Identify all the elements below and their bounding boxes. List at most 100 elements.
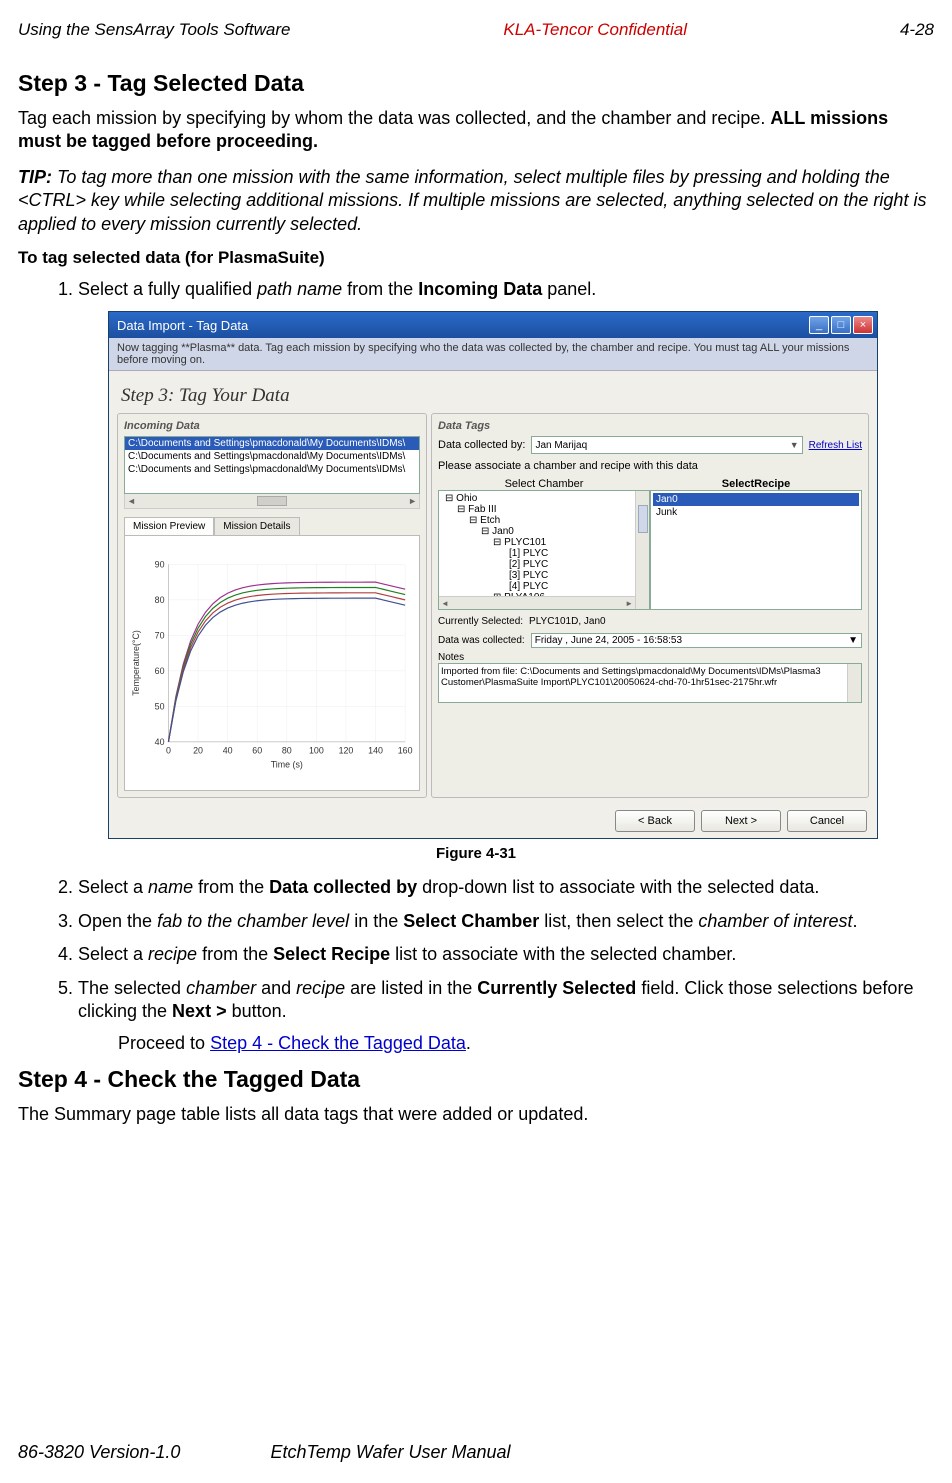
li1-post: panel. (542, 279, 596, 299)
titlebar[interactable]: Data Import - Tag Data _ □ × (109, 312, 877, 338)
dialog-window: Data Import - Tag Data _ □ × Now tagging… (108, 311, 878, 839)
header-left: Using the SensArray Tools Software (18, 20, 290, 40)
tree-node[interactable]: ⊟ PLYC101 (441, 537, 647, 548)
tree-leaf[interactable]: [2] PLYC (441, 559, 647, 570)
svg-text:20: 20 (193, 746, 203, 756)
tree-leaf[interactable]: [4] PLYC (441, 581, 647, 592)
tree-node[interactable]: ⊟ Jan0 (441, 526, 647, 537)
li4: Select a recipe from the Select Recipe l… (78, 943, 934, 966)
currently-row: Currently Selected: PLYC101D, Jan0 (438, 616, 862, 627)
step4-para: The Summary page table lists all data ta… (18, 1103, 934, 1126)
select-heads: Select Chamber SelectRecipe (438, 478, 862, 490)
tree-leaf[interactable]: [3] PLYC (441, 570, 647, 581)
footer-left: 86-3820 Version-1.0 (18, 1442, 180, 1463)
proceed-pre: Proceed to (118, 1033, 210, 1053)
chart-box: Temperature(°C) Time (s) 405060708090 02… (124, 535, 420, 791)
list-row[interactable]: C:\Documents and Settings\pmacdonald\My … (125, 450, 419, 463)
incoming-panel: Incoming Data C:\Documents and Settings\… (117, 413, 427, 798)
tree-node[interactable]: ⊟ Fab III (441, 504, 647, 515)
tree-leaf[interactable]: [1] PLYC (441, 548, 647, 559)
select-recipe-head: SelectRecipe (650, 478, 862, 490)
li3: Open the fab to the chamber level in the… (78, 910, 934, 933)
header-center: KLA-Tencor Confidential (503, 20, 687, 40)
notes-label: Notes (438, 652, 862, 663)
step4-heading: Step 4 - Check the Tagged Data (18, 1066, 934, 1093)
tab-preview[interactable]: Mission Preview (124, 517, 214, 535)
recipe-row[interactable]: Jan0 (653, 493, 859, 506)
date-combo[interactable]: Friday , June 24, 2005 - 16:58:53 ▼ (531, 633, 862, 648)
step3-para1a: Tag each mission by specifying by whom t… (18, 108, 770, 128)
figure-caption: Figure 4-31 (18, 845, 934, 862)
maximize-button[interactable]: □ (831, 316, 851, 334)
svg-text:40: 40 (155, 737, 165, 747)
collected-by-combo[interactable]: Jan Marijaq ▼ (531, 436, 802, 454)
incoming-listbox[interactable]: C:\Documents and Settings\pmacdonald\My … (124, 436, 420, 494)
vscrollbar[interactable] (635, 491, 649, 609)
next-button[interactable]: Next > (701, 810, 781, 832)
svg-text:140: 140 (368, 746, 383, 756)
svg-text:50: 50 (155, 702, 165, 712)
tab-details[interactable]: Mission Details (214, 517, 299, 535)
panels: Incoming Data C:\Documents and Settings\… (109, 413, 877, 804)
footer-center: EtchTemp Wafer User Manual (270, 1442, 510, 1463)
step3-heading: Step 3 - Tag Selected Data (18, 70, 934, 97)
currently-label: Currently Selected: (438, 616, 523, 627)
svg-text:70: 70 (155, 631, 165, 641)
li1: Select a fully qualified path name from … (78, 278, 934, 301)
figure-wrap: Data Import - Tag Data _ □ × Now tagging… (108, 311, 934, 839)
back-button[interactable]: < Back (615, 810, 695, 832)
tip-body: To tag more than one mission with the sa… (18, 167, 926, 234)
proceed-post: . (466, 1033, 471, 1053)
ordered-list-2: Select a name from the Data collected by… (78, 876, 934, 1023)
svg-text:100: 100 (309, 746, 324, 756)
trees: ⊟ Ohio ⊟ Fab III ⊟ Etch ⊟ Jan0 ⊟ PLYC101… (438, 490, 862, 610)
hscrollbar[interactable]: ◄► (124, 494, 420, 509)
page-header: Using the SensArray Tools Software KLA-T… (18, 20, 934, 40)
list-row[interactable]: C:\Documents and Settings\pmacdonald\My … (125, 437, 419, 450)
recipe-list[interactable]: Jan0 Junk (650, 490, 862, 610)
ordered-list-1: Select a fully qualified path name from … (78, 278, 934, 301)
x-axis-label: Time (s) (271, 760, 303, 770)
dropdown-arrow-icon: ▼ (790, 440, 799, 450)
svg-text:0: 0 (166, 746, 171, 756)
svg-text:160: 160 (398, 746, 413, 756)
tree-hscroll[interactable]: ◄► (439, 596, 635, 609)
cancel-button[interactable]: Cancel (787, 810, 867, 832)
y-axis-label: Temperature(°C) (131, 631, 141, 697)
button-row: < Back Next > Cancel (109, 804, 877, 838)
datatags-panel: Data Tags Data collected by: Jan Marijaq… (431, 413, 869, 798)
tree-node[interactable]: ⊟ Ohio (441, 493, 647, 504)
minimize-button[interactable]: _ (809, 316, 829, 334)
svg-text:60: 60 (155, 666, 165, 676)
subhead: To tag selected data (for PlasmaSuite) (18, 248, 934, 268)
close-button[interactable]: × (853, 316, 873, 334)
refresh-link[interactable]: Refresh List (809, 440, 862, 451)
li1-b: Incoming Data (418, 279, 542, 299)
tip-label: TIP: (18, 167, 52, 187)
li2: Select a name from the Data collected by… (78, 876, 934, 899)
instruction-bar: Now tagging **Plasma** data. Tag each mi… (109, 338, 877, 371)
titlebar-buttons: _ □ × (809, 316, 873, 334)
window-title: Data Import - Tag Data (117, 318, 248, 333)
proceed-link[interactable]: Step 4 - Check the Tagged Data (210, 1033, 466, 1053)
currently-value: PLYC101D, Jan0 (529, 616, 606, 627)
collected-date-label: Data was collected: (438, 635, 525, 646)
recipe-row[interactable]: Junk (653, 506, 859, 519)
tip-block: TIP: To tag more than one mission with t… (18, 166, 934, 236)
notes-vscroll[interactable] (847, 664, 861, 702)
dropdown-arrow-icon: ▼ (848, 635, 858, 646)
collected-by-row: Data collected by: Jan Marijaq ▼ Refresh… (438, 436, 862, 454)
page-footer: 86-3820 Version-1.0 EtchTemp Wafer User … (18, 1442, 934, 1463)
list-row[interactable]: C:\Documents and Settings\pmacdonald\My … (125, 463, 419, 476)
svg-text:40: 40 (223, 746, 233, 756)
li5: The selected chamber and recipe are list… (78, 977, 934, 1024)
notes-box[interactable]: Imported from file: C:\Documents and Set… (438, 663, 862, 703)
collected-date-row: Data was collected: Friday , June 24, 20… (438, 633, 862, 648)
chart-svg: Temperature(°C) Time (s) 405060708090 02… (129, 540, 415, 786)
chamber-tree[interactable]: ⊟ Ohio ⊟ Fab III ⊟ Etch ⊟ Jan0 ⊟ PLYC101… (438, 490, 650, 610)
tree-node[interactable]: ⊟ Etch (441, 515, 647, 526)
notes-text: Imported from file: C:\Documents and Set… (441, 666, 821, 688)
step-label: Step 3: Tag Your Data (109, 371, 877, 413)
li1-pre: Select a fully qualified (78, 279, 257, 299)
svg-text:120: 120 (339, 746, 354, 756)
